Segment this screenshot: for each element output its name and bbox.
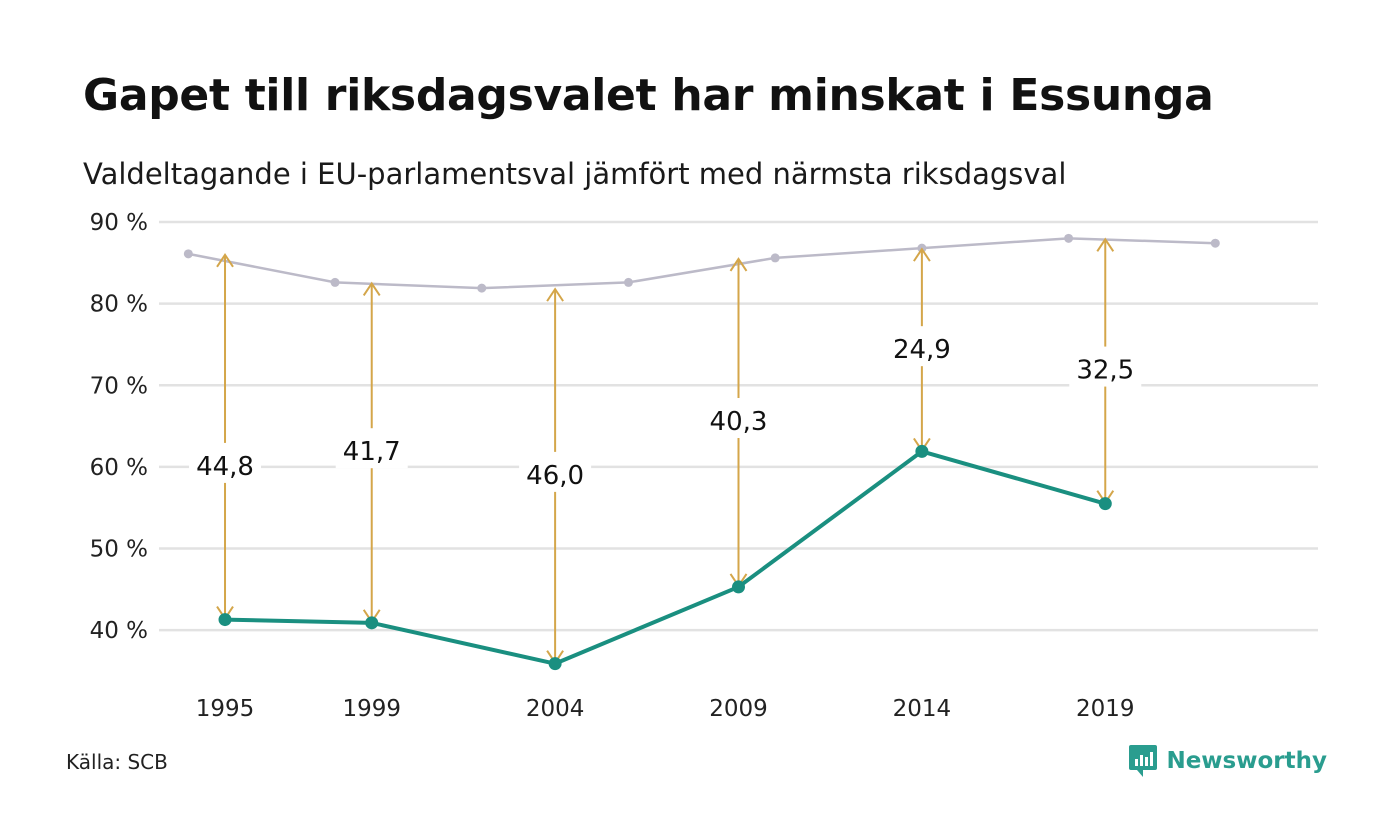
riksdag-point [183, 249, 193, 259]
gap-arrow-head-top [362, 281, 381, 296]
gap-label-background [1069, 346, 1142, 387]
eu-point [1098, 497, 1112, 511]
gap-label-background [189, 442, 262, 483]
y-tick-label: 90 % [90, 210, 148, 236]
x-tick-label: 2004 [526, 696, 585, 722]
newsworthy-icon [1129, 745, 1158, 777]
gap-label-background [702, 398, 775, 439]
gap-arrow-head-top [216, 253, 234, 268]
riksdag-point [477, 283, 487, 293]
gap-arrow-head-top [1096, 237, 1115, 252]
brand-logo: Newsworthy [1128, 744, 1327, 778]
eu-point [548, 657, 562, 671]
gap-label: 46,0 [526, 461, 584, 491]
x-tick-label: 2014 [893, 696, 952, 722]
gap-label: 41,7 [343, 437, 401, 467]
y-tick-label: 40 % [90, 618, 148, 644]
gap-label-background [335, 428, 408, 469]
gap-label-background [519, 451, 592, 492]
y-tick-label: 50 % [90, 537, 148, 563]
y-tick-label: 70 % [90, 373, 148, 399]
riksdag-point [330, 277, 340, 287]
x-tick-label: 2009 [709, 696, 768, 722]
source-label: Källa: SCB [66, 750, 168, 774]
eu-point [732, 580, 745, 594]
chart: 40 % 50 % 60 % 70 % 80 % 90 % 1995 1999 2004 2009… [90, 210, 1318, 722]
riksdag-point [1064, 233, 1074, 243]
x-tick-label: 1999 [342, 696, 401, 722]
eu-point [365, 616, 379, 630]
chart-title: Gapet till riksdagsvalet har minskat i E… [83, 70, 1214, 121]
y-tick-label: 60 % [90, 455, 148, 481]
x-tick-label: 1995 [196, 696, 255, 722]
gap-arrow-head-top [913, 247, 931, 262]
riksdag-point [623, 277, 633, 287]
gap-label: 32,5 [1076, 356, 1134, 386]
riksdag-point [770, 253, 780, 263]
y-tick-label: 80 % [90, 292, 148, 318]
brand-name: Newsworthy [1166, 748, 1327, 774]
chart-subtitle: Valdeltagande i EU-parlamentsval jämfört… [83, 157, 1067, 191]
eu-point [915, 444, 929, 458]
gap-label: 44,8 [196, 452, 254, 482]
eu-line [224, 449, 1106, 666]
gap-arrow-head-top [546, 287, 564, 302]
gap-arrow-head-top [729, 257, 748, 272]
riksdag-line [188, 237, 1216, 290]
eu-point [218, 613, 232, 627]
gap-label: 40,3 [710, 407, 768, 437]
riksdag-point [1210, 238, 1220, 248]
gap-label-background [885, 326, 958, 367]
gap-label: 24,9 [893, 335, 951, 365]
x-tick-label: 2019 [1076, 696, 1135, 722]
